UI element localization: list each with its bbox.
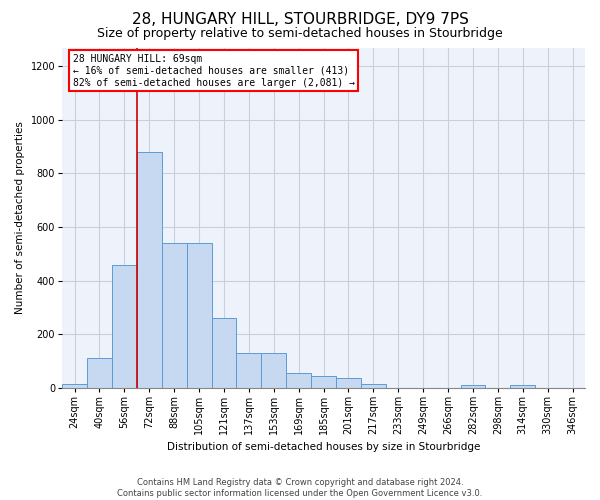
Bar — [461, 384, 485, 388]
Bar — [87, 358, 112, 388]
Bar — [112, 264, 137, 388]
Bar — [286, 373, 311, 388]
Bar — [187, 243, 212, 388]
Text: Size of property relative to semi-detached houses in Stourbridge: Size of property relative to semi-detach… — [97, 28, 503, 40]
Bar — [162, 243, 187, 388]
Bar — [262, 353, 286, 388]
Bar — [137, 152, 162, 388]
Bar — [361, 384, 386, 388]
Bar — [336, 378, 361, 388]
Bar — [511, 384, 535, 388]
Bar — [62, 384, 87, 388]
Bar — [311, 376, 336, 388]
Text: 28 HUNGARY HILL: 69sqm
← 16% of semi-detached houses are smaller (413)
82% of se: 28 HUNGARY HILL: 69sqm ← 16% of semi-det… — [73, 54, 355, 88]
Text: 28, HUNGARY HILL, STOURBRIDGE, DY9 7PS: 28, HUNGARY HILL, STOURBRIDGE, DY9 7PS — [131, 12, 469, 28]
X-axis label: Distribution of semi-detached houses by size in Stourbridge: Distribution of semi-detached houses by … — [167, 442, 480, 452]
Bar — [236, 353, 262, 388]
Bar — [212, 318, 236, 388]
Text: Contains HM Land Registry data © Crown copyright and database right 2024.
Contai: Contains HM Land Registry data © Crown c… — [118, 478, 482, 498]
Y-axis label: Number of semi-detached properties: Number of semi-detached properties — [15, 121, 25, 314]
